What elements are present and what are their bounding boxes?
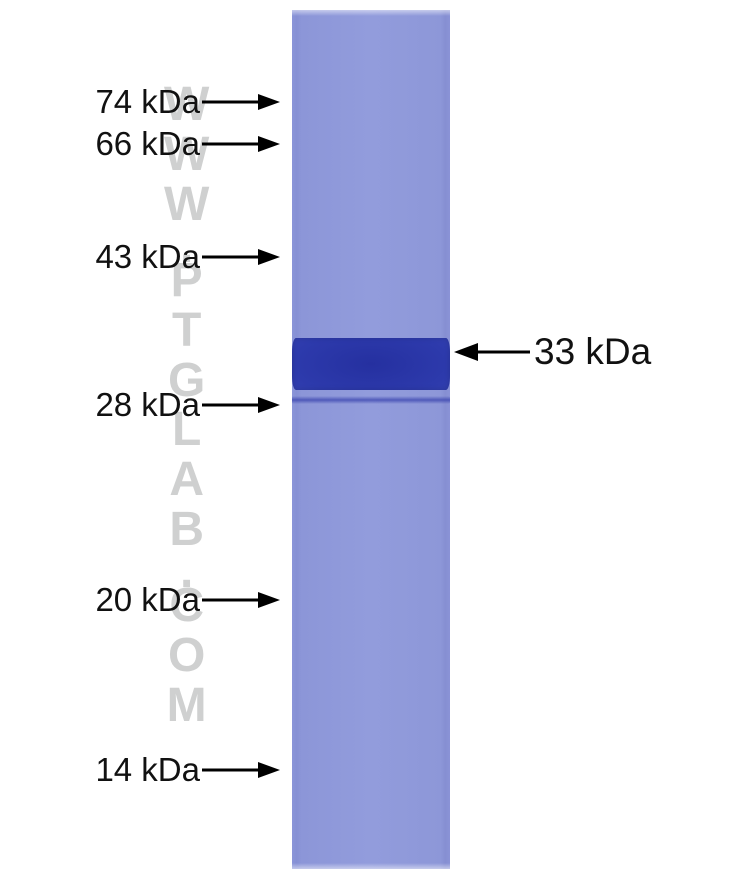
watermark-char: O — [168, 631, 205, 681]
mw-marker-left: 28 kDa — [72, 384, 280, 426]
gel-figure: WWW.PTGLAB.COM 74 kDa 66 kDa 43 kDa 28 k… — [0, 0, 740, 879]
arrow-right-icon — [202, 760, 280, 780]
watermark-char: T — [172, 306, 201, 356]
arrow-left-icon — [454, 341, 530, 363]
mw-marker-label: 66 kDa — [95, 125, 200, 163]
watermark-char: A — [169, 455, 204, 505]
protein-band-secondary — [292, 396, 450, 404]
mw-marker-label: 74 kDa — [95, 83, 200, 121]
mw-marker-label: 28 kDa — [95, 386, 200, 424]
watermark-char: . — [180, 555, 193, 581]
protein-band-main — [292, 338, 450, 390]
mw-marker-left: 66 kDa — [72, 123, 280, 165]
mw-marker-left: 14 kDa — [72, 749, 280, 791]
arrow-right-icon — [202, 395, 280, 415]
arrow-right-icon — [202, 247, 280, 267]
mw-marker-left: 43 kDa — [72, 236, 280, 278]
arrow-right-icon — [202, 590, 280, 610]
mw-marker-label: 20 kDa — [95, 581, 200, 619]
mw-marker-left: 74 kDa — [72, 81, 280, 123]
watermark-char: M — [167, 681, 207, 731]
arrow-right-icon — [202, 134, 280, 154]
arrow-right-icon — [202, 92, 280, 112]
mw-marker-left: 20 kDa — [72, 579, 280, 621]
mw-marker-label: 14 kDa — [95, 751, 200, 789]
mw-marker-label: 33 kDa — [534, 331, 651, 373]
mw-marker-label: 43 kDa — [95, 238, 200, 276]
gel-lane — [292, 10, 450, 869]
mw-marker-right: 33 kDa — [454, 328, 690, 376]
